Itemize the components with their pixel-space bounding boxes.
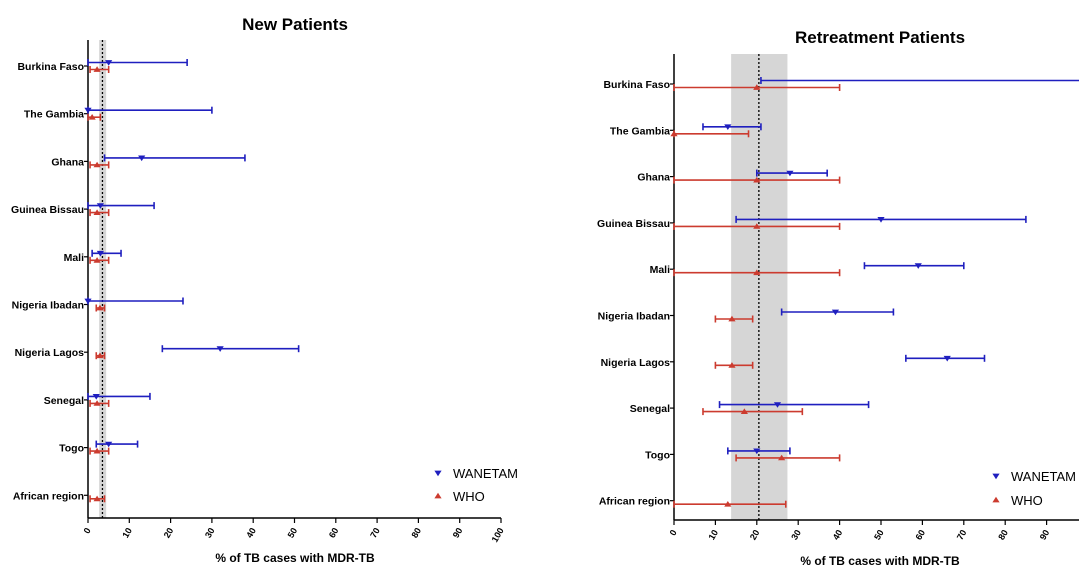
new-legend-marker-wanetam (434, 470, 442, 477)
new-legend-label-wanetam: WANETAM (453, 466, 518, 481)
new-wanetam-senegal-marker (92, 394, 100, 400)
new-wanetam-togo-marker (105, 441, 113, 448)
retreat-wanetam-ghana-marker (786, 170, 794, 177)
new-who-burkina-faso-marker (93, 66, 101, 72)
retreatment-patients-panel: Retreatment Patients % of TB cases with … (597, 28, 1079, 568)
new-legend-label-who: WHO (453, 489, 485, 504)
retreat-wanetam-togo-marker (753, 448, 761, 455)
new-x-tick-label-80: 80 (409, 526, 423, 540)
retreat-who-senegal-marker (740, 408, 748, 414)
retreat-category-label-nigeria-lagos: Nigeria Lagos (601, 357, 671, 369)
retreat-x-tick-label-20: 20 (748, 528, 762, 542)
retreat-category-label-mali: Mali (650, 264, 671, 276)
retreat-who-nigeria-ibadan-marker (728, 315, 736, 322)
retreat-x-tick-label-70: 70 (955, 528, 969, 542)
new-legend-marker-who (434, 492, 442, 499)
new-x-tick-label-10: 10 (120, 526, 134, 540)
new-category-label-african-region: African region (13, 490, 84, 502)
new-x-tick-label-0: 0 (82, 526, 93, 535)
new-category-label-nigeria-lagos: Nigeria Lagos (15, 347, 85, 359)
new-x-tick-label-30: 30 (203, 526, 217, 540)
retreat-wanetam-nigeria-ibadan-marker (831, 309, 840, 316)
retreat-wanetam-nigeria-lagos-marker (943, 355, 951, 362)
new-who-togo-marker (93, 447, 101, 454)
new-x-tick-label-60: 60 (327, 526, 341, 540)
retreat-who-the-gambia-marker (670, 130, 678, 137)
retreat-who-ghana-marker (753, 176, 761, 183)
retreat-legend-label-who: WHO (1011, 493, 1043, 508)
retreatment-patients-plot-area: 0 10 20 30 40 50 60 70 80 90 Burkina Faso The Gambi… (597, 54, 1079, 542)
new-reference-band (99, 40, 107, 518)
retreat-x-tick-label-60: 60 (913, 528, 927, 542)
retreat-category-label-togo: Togo (645, 449, 670, 461)
new-patients-plot-area: 0 10 20 30 40 50 60 70 80 90 100 Burkina Faso The Ga… (11, 40, 518, 544)
new-who-ghana-marker (93, 161, 101, 168)
new-category-label-senegal: Senegal (44, 395, 84, 407)
new-x-tick-label-20: 20 (162, 526, 176, 540)
retreat-wanetam-the-gambia-marker (724, 124, 732, 130)
retreat-category-label-ghana: Ghana (637, 172, 670, 184)
new-x-tick-label-100: 100 (490, 526, 506, 544)
new-x-tick-label-40: 40 (244, 526, 258, 540)
retreat-legend-marker-wanetam (992, 473, 1000, 480)
retreat-who-nigeria-lagos-marker (728, 362, 736, 368)
retreat-category-label-the-gambia: The Gambia (610, 125, 670, 137)
retreat-who-guinea-bissau-marker (753, 223, 761, 229)
retreat-x-tick-label-80: 80 (996, 528, 1010, 542)
new-category-label-mali: Mali (64, 252, 85, 264)
new-category-label-guinea-bissau: Guinea Bissau (11, 204, 84, 216)
new-category-label-the-gambia: The Gambia (24, 109, 84, 121)
new-x-tick-label-50: 50 (286, 526, 300, 540)
retreatment-patients-x-axis-title: % of TB cases with MDR-TB (800, 554, 960, 568)
retreat-category-label-nigeria-ibadan: Nigeria Ibadan (598, 311, 670, 323)
new-category-label-burkina-faso: Burkina Faso (17, 61, 84, 73)
retreat-category-label-guinea-bissau: Guinea Bissau (597, 218, 670, 230)
new-wanetam-ghana-marker (138, 155, 146, 162)
new-who-the-gambia-marker (88, 114, 96, 120)
new-patients-x-axis-title: % of TB cases with MDR-TB (215, 551, 375, 565)
retreat-category-label-burkina-faso: Burkina Faso (603, 79, 670, 91)
new-category-label-nigeria-ibadan: Nigeria Ibadan (12, 300, 84, 312)
retreat-legend-label-wanetam: WANETAM (1011, 469, 1076, 484)
new-wanetam-guinea-bissau-marker (96, 203, 104, 209)
new-wanetam-mali-marker (96, 250, 104, 257)
new-who-senegal-marker (93, 400, 101, 406)
retreat-x-tick-label-0: 0 (668, 528, 679, 537)
new-who-african-region-marker (93, 495, 101, 502)
retreat-x-tick-label-10: 10 (706, 528, 720, 542)
retreat-x-tick-label-30: 30 (789, 528, 803, 542)
new-category-label-togo: Togo (59, 443, 84, 455)
new-x-tick-label-70: 70 (368, 526, 382, 540)
new-who-guinea-bissau-marker (93, 209, 101, 215)
retreat-who-mali-marker (753, 269, 761, 276)
new-wanetam-the-gambia-marker (84, 107, 92, 114)
retreat-who-african-region-marker (724, 501, 732, 507)
retreat-category-label-african-region: African region (599, 496, 670, 508)
new-wanetam-burkina-faso-marker (105, 60, 113, 66)
new-patients-title: New Patients (242, 15, 348, 34)
retreat-x-tick-label-90: 90 (1038, 528, 1052, 542)
new-wanetam-nigeria-lagos-marker (216, 346, 224, 352)
retreat-wanetam-guinea-bissau-marker (877, 217, 885, 223)
retreat-wanetam-senegal-marker (773, 402, 782, 408)
retreat-wanetam-mali-marker (914, 263, 922, 269)
new-category-label-ghana: Ghana (51, 156, 84, 168)
retreat-who-burkina-faso-marker (753, 84, 761, 90)
retreat-x-tick-label-50: 50 (872, 528, 886, 542)
retreat-who-togo-marker (778, 454, 786, 461)
new-who-mali-marker (93, 257, 101, 263)
retreat-category-label-senegal: Senegal (630, 403, 670, 415)
retreatment-patients-title: Retreatment Patients (795, 28, 965, 47)
new-who-nigeria-lagos-marker (96, 352, 104, 359)
new-wanetam-nigeria-ibadan-marker (84, 298, 92, 305)
new-x-tick-label-90: 90 (451, 526, 465, 540)
new-who-nigeria-ibadan-marker (96, 304, 104, 311)
new-patients-panel: New Patients % of TB cases with MDR-TB 0… (11, 15, 518, 565)
retreat-legend-marker-who (992, 496, 1000, 503)
retreat-x-tick-label-40: 40 (831, 528, 845, 542)
